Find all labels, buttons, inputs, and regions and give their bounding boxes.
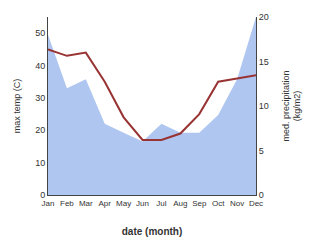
svg-text:50: 50: [35, 28, 45, 38]
svg-text:Apr: Apr: [99, 199, 112, 208]
svg-text:20: 20: [35, 125, 45, 135]
svg-text:40: 40: [35, 61, 45, 71]
svg-text:30: 30: [35, 93, 45, 103]
svg-text:Jul: Jul: [156, 199, 166, 208]
svg-text:med. precipitation(kg/m2): med. precipitation(kg/m2): [281, 70, 303, 141]
svg-text:Nov: Nov: [230, 199, 244, 208]
svg-text:Mar: Mar: [79, 199, 93, 208]
svg-text:Oct: Oct: [212, 199, 225, 208]
svg-text:10: 10: [35, 158, 45, 168]
svg-text:Dec: Dec: [249, 199, 263, 208]
svg-text:10: 10: [259, 101, 269, 111]
svg-text:max temp (C): max temp (C): [12, 79, 22, 134]
svg-text:date (month): date (month): [122, 226, 183, 237]
svg-text:20: 20: [259, 12, 269, 22]
svg-text:15: 15: [259, 57, 269, 67]
svg-text:Jan: Jan: [42, 199, 55, 208]
svg-text:5: 5: [259, 146, 264, 156]
svg-text:Sep: Sep: [192, 199, 207, 208]
svg-text:Aug: Aug: [173, 199, 187, 208]
svg-text:Feb: Feb: [60, 199, 74, 208]
svg-text:0: 0: [259, 190, 264, 200]
svg-text:0: 0: [40, 190, 45, 200]
svg-text:Jun: Jun: [136, 199, 149, 208]
svg-text:May: May: [116, 199, 131, 208]
